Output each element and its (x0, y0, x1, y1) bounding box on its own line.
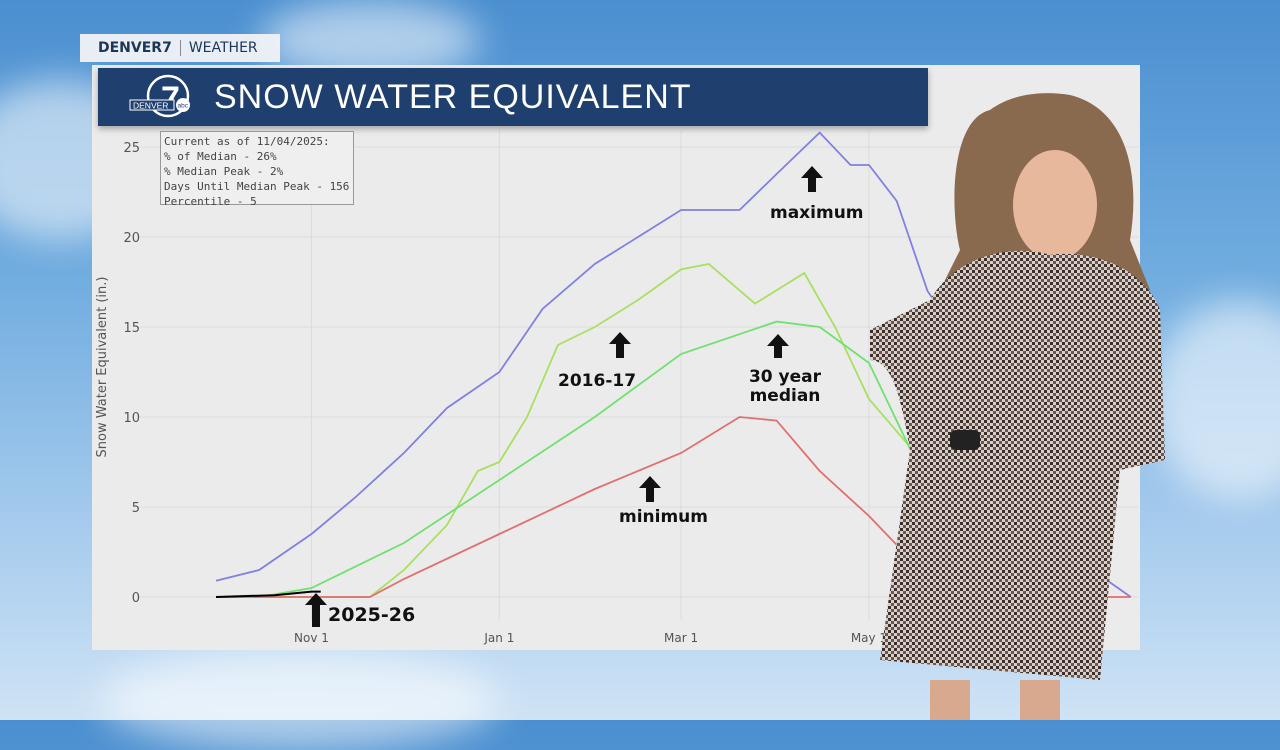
current-status-box: Current as of 11/04/2025: % of Median - … (160, 131, 354, 208)
y-tick-label: 25 (123, 141, 140, 156)
y-tick-label: 10 (123, 411, 140, 426)
x-tick-label: May 1 (851, 631, 887, 645)
page-title: SNOW WATER EQUIVALENT (214, 77, 692, 116)
x-tick-label: Mar 1 (664, 631, 698, 645)
y-tick-label: 15 (123, 321, 140, 336)
presenter (870, 93, 1165, 720)
status-line-days: Days Until Median Peak - 156 (164, 180, 350, 193)
annotation-median: 30 year median (748, 367, 822, 406)
status-line-median: % of Median - 26% (164, 150, 277, 163)
presenter-dress (870, 250, 1165, 680)
y-axis-label: Snow Water Equivalent (in.) (95, 277, 110, 458)
divider (179, 40, 181, 56)
annotation-minimum: minimum (619, 507, 709, 527)
status-line-date: Current as of 11/04/2025: (164, 135, 330, 148)
arrow-2016-17-icon (609, 332, 631, 358)
annotation-maximum: maximum (770, 203, 864, 223)
arrow-maximum-icon (801, 166, 823, 192)
denver7-logo: 7 DENVER abc (129, 74, 190, 118)
y-tick-label: 20 (123, 231, 140, 246)
brand-label: DENVER7 (98, 40, 172, 56)
clicker-remote (950, 430, 980, 450)
x-tick-label: Jan 1 (483, 631, 514, 645)
annotation-2025-26: 2025-26 (328, 604, 416, 626)
arrow-2025-26-icon (305, 593, 327, 627)
y-tick-label: 5 (132, 501, 140, 516)
x-tick-label: Nov 1 (294, 631, 329, 645)
svg-text:abc: abc (178, 103, 189, 110)
arrow-median-icon (767, 334, 789, 358)
series-line-2016-17 (216, 263, 994, 598)
svg-text:DENVER: DENVER (133, 101, 168, 111)
y-tick-label: 0 (132, 591, 140, 606)
title-bar: 7 DENVER abc SNOW WATER EQUIVALENT (98, 68, 928, 126)
presenter-face (1013, 150, 1097, 260)
station-bug: DENVER7 WEATHER (80, 34, 280, 62)
section-label: WEATHER (188, 40, 258, 56)
svg-text:7: 7 (161, 80, 180, 118)
status-line-median-peak: % Median Peak - 2% (164, 165, 284, 178)
arrow-minimum-icon (639, 476, 661, 502)
annotation-2016-17: 2016-17 (558, 371, 637, 391)
series-line-2025-26 (215, 590, 321, 598)
status-line-percentile: Percentile - 5 (164, 195, 257, 208)
